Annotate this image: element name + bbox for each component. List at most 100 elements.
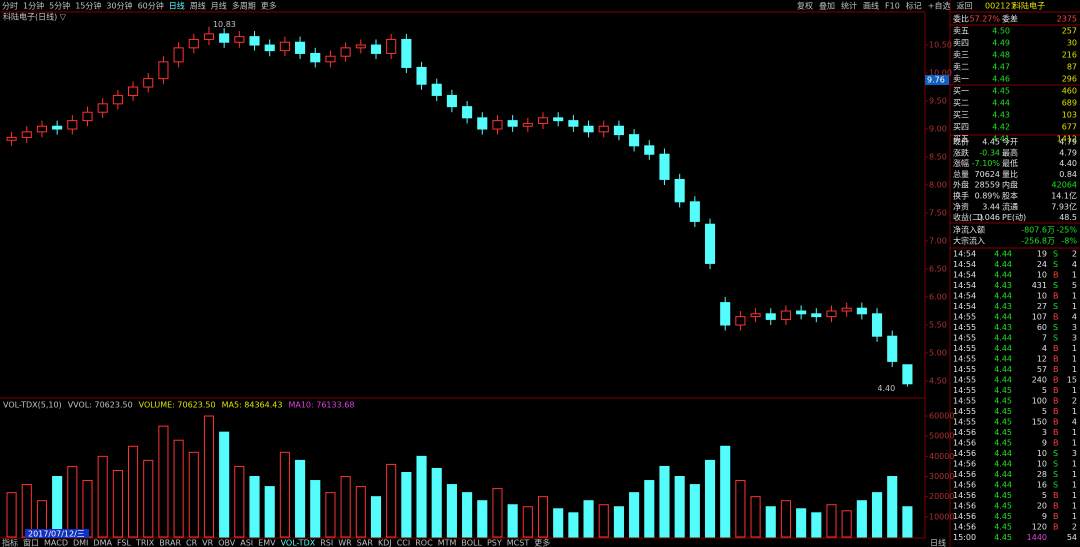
- trade-price: 4.45: [994, 439, 1012, 448]
- trade-volume: 100: [1032, 397, 1047, 406]
- book-label: 卖一: [953, 75, 969, 84]
- trade-time: 14:54: [953, 271, 976, 280]
- footer-tab[interactable]: 日线: [930, 538, 946, 547]
- trade-count: 1: [1072, 512, 1077, 521]
- period-tab[interactable]: 60分钟: [138, 1, 164, 11]
- indicator-tab[interactable]: KDJ: [378, 539, 392, 547]
- price-tag-bg: [925, 75, 949, 85]
- period-tab[interactable]: 更多: [261, 1, 277, 11]
- tool-button[interactable]: 返回: [956, 2, 972, 11]
- quote-cell: 内盘: [1002, 180, 1018, 190]
- volume-bar: [780, 500, 791, 538]
- indicator-tab[interactable]: 指标: [2, 538, 18, 547]
- book-price: 4.49: [992, 39, 1010, 48]
- trade-volume: 5: [1042, 407, 1047, 416]
- tool-button[interactable]: 叠加: [819, 1, 835, 11]
- trade-time: 14:54: [953, 281, 976, 290]
- volume-bar: [856, 500, 867, 538]
- period-tab[interactable]: 分时: [2, 1, 18, 11]
- volume-bar: [203, 415, 215, 538]
- volume-bar: [720, 445, 731, 538]
- indicator-tab[interactable]: 窗口: [23, 538, 39, 547]
- indicator-tab[interactable]: RSI: [320, 539, 333, 547]
- max-label: 10.83: [213, 20, 236, 29]
- trade-time: 14:56: [953, 491, 976, 500]
- tool-button[interactable]: 标记: [906, 1, 922, 11]
- trade-volume: 120: [1032, 523, 1047, 532]
- period-tab[interactable]: 多周期: [232, 1, 256, 11]
- tool-button[interactable]: 画线: [863, 1, 879, 11]
- tool-button[interactable]: F10: [885, 2, 900, 11]
- indicator-tab[interactable]: CR: [186, 539, 198, 547]
- indicator-tab[interactable]: VOL-TDX: [281, 539, 316, 547]
- trade-price: 4.45: [994, 418, 1012, 427]
- book-label: 卖四: [953, 39, 969, 48]
- trade-count: 3: [1072, 323, 1077, 332]
- indicator-tab[interactable]: PSY: [487, 539, 502, 547]
- y-tick-label: 30000: [929, 472, 954, 481]
- indicator-tab[interactable]: ASI: [240, 539, 253, 547]
- indicator-tab[interactable]: DMI: [73, 539, 88, 547]
- trade-count: 2: [1072, 523, 1077, 532]
- candle-body: [264, 44, 275, 52]
- candle-body: [128, 86, 139, 96]
- indicator-tab[interactable]: BRAR: [159, 539, 181, 547]
- tool-button[interactable]: +自选: [928, 1, 951, 11]
- book-label: 买二: [953, 99, 969, 108]
- period-tab[interactable]: 月线: [211, 1, 227, 11]
- book-label: 买一: [953, 87, 969, 96]
- candle-body: [583, 125, 594, 133]
- indicator-tab[interactable]: 更多: [534, 538, 550, 547]
- volume-bar: [325, 492, 336, 538]
- indicator-tab[interactable]: BOLL: [461, 539, 482, 547]
- indicator-tab[interactable]: DMA: [93, 539, 112, 547]
- flow-pct: -25%: [1056, 226, 1077, 235]
- candle-body: [811, 313, 822, 318]
- trade-side: S: [1053, 470, 1058, 479]
- trade-side: B: [1053, 376, 1059, 385]
- volume-bar: [310, 480, 321, 538]
- indicator-tab[interactable]: FSL: [117, 539, 132, 547]
- book-price: 4.48: [992, 51, 1010, 60]
- trade-price: 4.44: [994, 460, 1012, 469]
- trade-count: 1: [1072, 344, 1077, 353]
- indicator-tab[interactable]: WR: [338, 539, 352, 547]
- trade-price: 4.44: [994, 470, 1012, 479]
- volume-bar: [416, 455, 427, 538]
- volume-bar: [401, 471, 412, 538]
- period-tab[interactable]: 周线: [190, 1, 206, 11]
- indicator-tab[interactable]: SAR: [357, 539, 374, 547]
- period-tab[interactable]: 1分钟: [23, 1, 44, 11]
- indicator-tab[interactable]: CCI: [397, 539, 411, 547]
- indicator-tab[interactable]: ROC: [415, 539, 433, 547]
- tool-button[interactable]: 复权: [797, 1, 813, 11]
- trade-price: 4.43: [994, 323, 1012, 332]
- indicator-tab[interactable]: TRIX: [135, 539, 155, 547]
- tool-button[interactable]: 统计: [841, 1, 857, 11]
- period-tab[interactable]: 5分钟: [49, 1, 70, 11]
- candle-body: [249, 36, 260, 46]
- flow-value: -807.6万: [1021, 226, 1055, 235]
- candle-body: [568, 120, 579, 127]
- trade-price: 4.45: [994, 407, 1012, 416]
- trade-price: 4.44: [994, 344, 1012, 353]
- period-tab[interactable]: 30分钟: [106, 1, 132, 11]
- period-tab[interactable]: 日线: [169, 1, 185, 11]
- candle-body: [219, 33, 230, 43]
- candle-body: [97, 103, 108, 113]
- indicator-tab[interactable]: MACD: [44, 539, 68, 547]
- indicator-tab[interactable]: MCST: [507, 539, 530, 547]
- book-price: 4.50: [992, 27, 1010, 36]
- indicator-tab[interactable]: VR: [202, 539, 213, 547]
- indicator-tab[interactable]: MTM: [438, 539, 457, 547]
- indicator-tab[interactable]: EMV: [258, 539, 276, 547]
- trade-count: 1: [1072, 407, 1077, 416]
- trade-volume: 1440: [1027, 533, 1047, 542]
- volume-bar: [446, 484, 457, 538]
- candle-body: [780, 310, 791, 320]
- indicator-tab[interactable]: OBV: [218, 539, 236, 547]
- y-tick-label: 20000: [929, 492, 954, 501]
- period-tab[interactable]: 15分钟: [75, 1, 101, 11]
- volume-bar: [887, 476, 898, 538]
- flow-label: 净流入额: [953, 225, 985, 235]
